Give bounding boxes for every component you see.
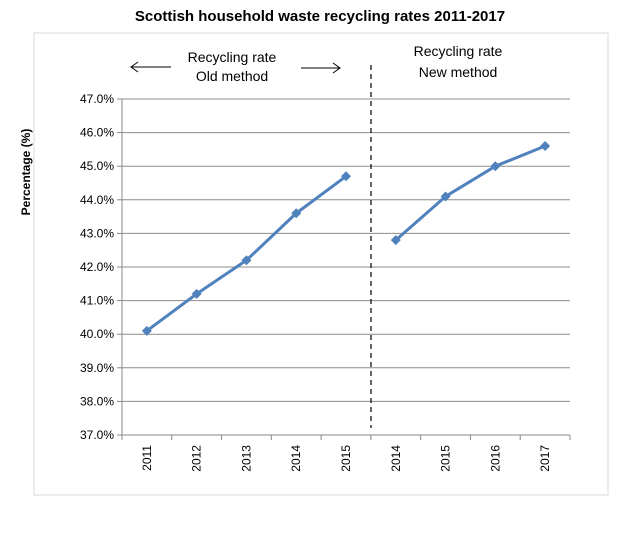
y-tick-label: 43.0%	[80, 226, 114, 240]
right-arrow	[301, 62, 341, 74]
y-tick-labels: 37.0% 38.0% 39.0% 40.0% 41.0% 42.0% 43.0% 44.0%…	[80, 92, 122, 442]
y-tick-label: 38.0%	[80, 394, 114, 408]
left-arrow	[130, 61, 171, 73]
data-point	[490, 161, 501, 172]
new-method-annotation-line2: New method	[419, 64, 498, 80]
data-point	[141, 325, 152, 336]
series-layer	[141, 141, 551, 336]
old-method-annotation-line1: Recycling rate	[188, 49, 277, 65]
data-point	[241, 255, 252, 266]
y-tick-label: 47.0%	[80, 92, 114, 106]
y-tick-label: 44.0%	[80, 193, 114, 207]
x-tick-label: 2016	[488, 445, 502, 472]
y-tick-label: 45.0%	[80, 159, 114, 173]
x-tick-label: 2011	[140, 445, 154, 471]
y-axis-label: Percentage (%)	[19, 129, 33, 216]
data-point	[390, 235, 401, 246]
x-tick-label: 2013	[239, 445, 253, 472]
gridlines	[122, 98, 570, 402]
y-tick-label: 41.0%	[80, 294, 114, 308]
x-tick-label: 2012	[190, 445, 204, 472]
data-point	[440, 191, 451, 202]
y-tick-label: 42.0%	[80, 260, 114, 274]
chart-title: Scottish household waste recycling rates…	[134, 8, 506, 25]
series-0	[141, 171, 351, 336]
x-tick-label: 2015	[439, 445, 453, 472]
y-tick-label: 37.0%	[80, 428, 114, 442]
data-point	[341, 171, 351, 182]
series-line	[394, 144, 546, 242]
data-point	[540, 141, 551, 152]
x-tick-label: 2015	[339, 445, 353, 472]
data-point	[291, 208, 302, 219]
chart-frame	[33, 32, 609, 496]
x-tick-label: 2014	[389, 445, 403, 472]
x-tick-label: 2014	[289, 445, 303, 472]
y-tick-label: 39.0%	[80, 361, 114, 375]
x-tick-label: 2017	[538, 445, 552, 472]
y-tick-label: 46.0%	[80, 126, 114, 140]
y-tick-label: 40.0%	[80, 327, 114, 341]
old-method-annotation-line2: Old method	[196, 68, 268, 84]
x-tick-labels: 2011 2012 2013 2014 2015 2014 2015 2016 2017	[121, 435, 571, 472]
data-point	[191, 288, 202, 299]
series-1	[390, 141, 551, 246]
new-method-annotation-line1: Recycling rate	[414, 43, 503, 59]
